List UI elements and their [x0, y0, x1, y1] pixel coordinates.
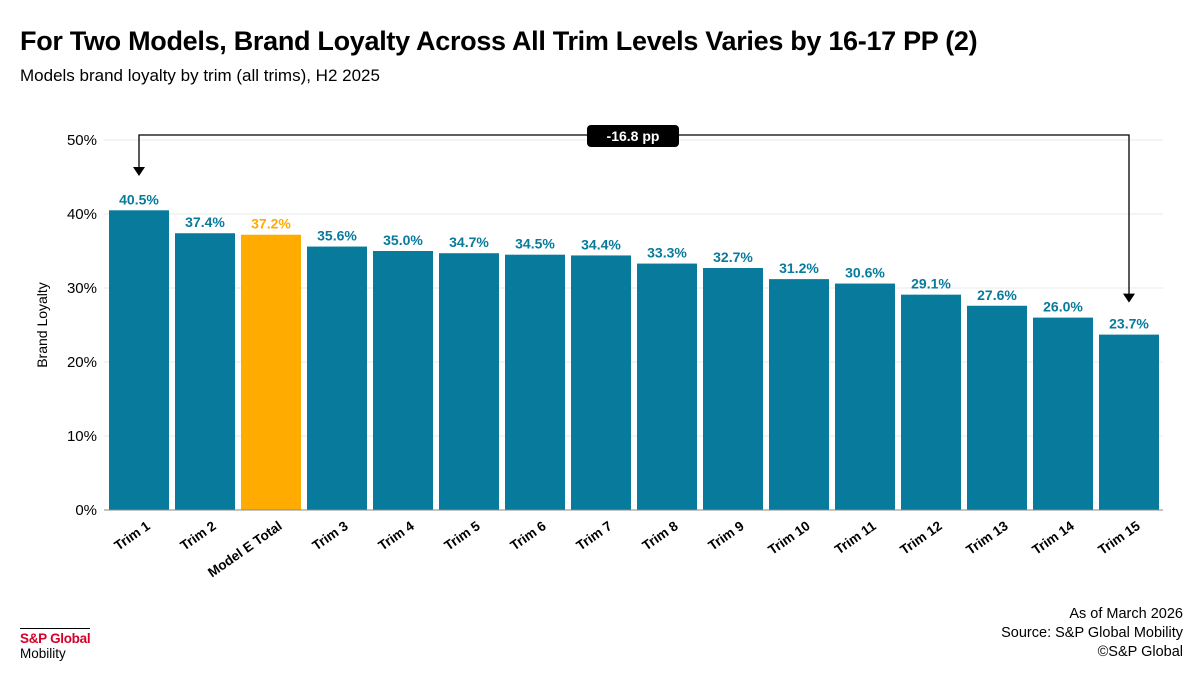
data-label: 34.7% — [449, 234, 489, 250]
x-tick-label: Trim 12 — [897, 518, 944, 557]
footer-notes: As of March 2026 Source: S&P Global Mobi… — [1001, 605, 1183, 662]
bar — [703, 268, 763, 510]
bar — [307, 246, 367, 510]
as-of-date: As of March 2026 — [1069, 606, 1183, 622]
bar — [373, 251, 433, 510]
data-label: 40.5% — [119, 191, 159, 207]
bar — [1099, 334, 1159, 510]
data-label: 34.4% — [581, 236, 621, 252]
y-tick-label: 40% — [67, 206, 97, 223]
sp-global-logo: S&P Global Mobility — [20, 628, 91, 661]
logo-sub: Mobility — [20, 646, 66, 661]
data-label: 26.0% — [1043, 299, 1083, 315]
bar — [109, 210, 169, 511]
logo-brand: S&P Global — [20, 631, 91, 646]
bar — [505, 254, 565, 510]
annotation-label: -16.8 pp — [607, 128, 660, 144]
copyright-note: ©S&P Global — [1097, 644, 1183, 660]
x-tick-label: Trim 7 — [574, 518, 615, 553]
x-tick-label: Trim 14 — [1029, 518, 1077, 558]
y-tick-label: 10% — [67, 428, 97, 445]
x-tick-label: Trim 4 — [376, 518, 418, 553]
source-note: Source: S&P Global Mobility — [1001, 625, 1183, 641]
bar — [637, 263, 697, 510]
data-label: 35.6% — [317, 228, 357, 244]
bar — [769, 279, 829, 510]
data-label: 30.6% — [845, 265, 885, 281]
bar — [967, 305, 1027, 510]
annotation-badge — [587, 125, 679, 147]
data-label: 23.7% — [1109, 316, 1149, 332]
bar — [439, 253, 499, 510]
bar — [241, 234, 301, 510]
chart-subtitle: Models brand loyalty by trim (all trims)… — [20, 66, 380, 85]
data-label: 35.0% — [383, 232, 423, 248]
x-tick-label: Trim 13 — [963, 518, 1011, 558]
x-tick-label: Trim 9 — [706, 518, 747, 553]
x-tick-label: Trim 11 — [832, 518, 879, 557]
bar — [175, 233, 235, 511]
x-tick-label: Trim 2 — [178, 518, 219, 553]
y-axis-label: Brand Loyalty — [34, 282, 50, 368]
x-tick-label: Trim 10 — [765, 518, 812, 557]
data-label: 29.1% — [911, 276, 951, 292]
y-tick-label: 50% — [67, 132, 97, 149]
data-label: 37.2% — [251, 216, 291, 232]
arrow-down-icon — [133, 167, 145, 176]
bar — [1033, 317, 1093, 510]
x-tick-label: Trim 5 — [442, 518, 484, 553]
x-tick-label: Model E Total — [205, 518, 285, 580]
data-label: 27.6% — [977, 287, 1017, 303]
chart-title: For Two Models, Brand Loyalty Across All… — [20, 26, 978, 56]
bar — [835, 283, 895, 510]
x-tick-label: Trim 6 — [508, 518, 550, 553]
data-label: 34.5% — [515, 236, 555, 252]
bar — [571, 255, 631, 510]
x-tick-label: Trim 8 — [640, 518, 682, 553]
y-tick-label: 30% — [67, 280, 97, 297]
bar — [901, 294, 961, 510]
y-tick-label: 0% — [75, 502, 97, 519]
x-tick-label: Trim 15 — [1095, 518, 1143, 558]
x-tick-label: Trim 3 — [310, 518, 352, 553]
data-label: 31.2% — [779, 260, 819, 276]
x-tick-label: Trim 1 — [112, 518, 154, 553]
data-label: 37.4% — [185, 214, 225, 230]
data-label: 32.7% — [713, 249, 753, 265]
data-label: 33.3% — [647, 245, 687, 261]
arrow-down-icon — [1123, 293, 1135, 303]
y-tick-label: 20% — [67, 354, 97, 371]
